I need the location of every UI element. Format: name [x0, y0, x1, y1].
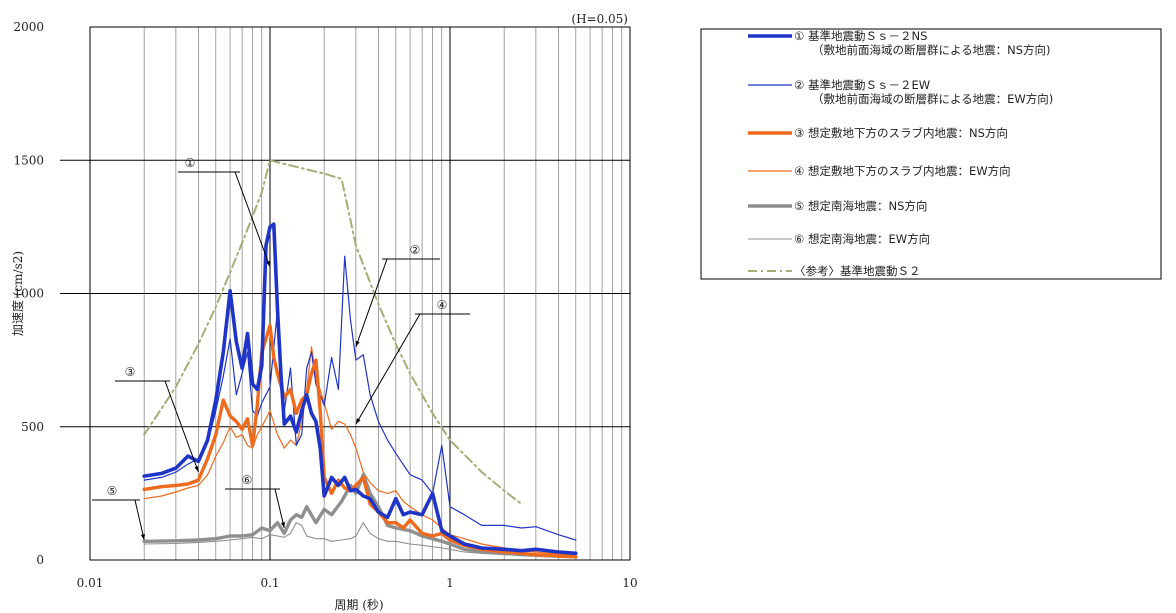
legend-sublabel-s2: （敷地前面海域の断層群による地震：EW方向): [812, 92, 1053, 106]
y-tick-label: 2000: [13, 20, 44, 34]
legend-box: [700, 28, 1162, 280]
callout-label: ①: [185, 156, 196, 170]
x-tick-label: 0.1: [260, 576, 279, 590]
y-tick-label: 1000: [13, 287, 44, 301]
series-line-s6: [143, 522, 577, 558]
callout-label: ②: [410, 243, 421, 257]
callout-arrowhead: [280, 522, 285, 529]
callout-arrowhead: [140, 534, 145, 541]
series-line-s2: [143, 255, 577, 541]
y-axis-label: 加速度 (cm/s2): [10, 251, 25, 336]
damping-annotation: (H=0.05): [571, 12, 628, 26]
callout-leader: [355, 313, 421, 425]
series-line-s3: [142, 323, 578, 559]
legend-label-s6: ⑥ 想定南海地震：EW方向: [794, 232, 930, 246]
callout-leader: [234, 171, 271, 268]
legend-label-s3: ③ 想定敷地下方のスラブ内地震：NS方向: [794, 126, 1008, 140]
y-tick-label: 500: [21, 420, 44, 434]
series-line-s5: [142, 473, 578, 559]
callout-arrowhead: [355, 340, 360, 347]
plot-frame: [89, 26, 631, 561]
callouts-layer: ① ② ③ ④ ⑤ ⑥: [92, 156, 470, 541]
callout-label: ⑤: [107, 484, 118, 498]
series-layer: [142, 159, 578, 559]
legend-label-s4: ④ 想定敷地下方のスラブ内地震：EW方向: [794, 164, 1011, 178]
callout-label: ⑥: [242, 473, 253, 487]
callout-leader: [355, 258, 388, 347]
tick-labels: 0 500 1000 1500 2000 0.01 0.1 1 10: [13, 20, 637, 590]
callout-leader: [274, 488, 285, 529]
y-tick-label: 1500: [13, 153, 44, 167]
y-tick-label: 0: [36, 553, 44, 567]
callout-label: ③: [125, 365, 136, 379]
callout-label: ④: [437, 298, 448, 312]
series-line-s1: [142, 222, 578, 556]
legend-label-s1: ① 基準地震動Ｓｓ－２NS: [794, 29, 927, 43]
legend: ① 基準地震動Ｓｓ－２NS（敷地前面海域の断層群による地震：NS方向) ② 基準地…: [700, 28, 1162, 280]
legend-label-s2: ② 基準地震動Ｓｓ－２EW: [794, 78, 930, 92]
series-line-s7: [143, 159, 523, 505]
legend-sublabel-s1: （敷地前面海域の断層群による地震：NS方向): [812, 43, 1051, 57]
callout-arrowhead: [194, 466, 199, 473]
x-axis-label: 周期 (秒): [334, 598, 383, 612]
callout-arrowhead: [266, 260, 270, 267]
x-tick-label: 10: [622, 576, 637, 590]
callout-arrowhead: [355, 418, 361, 425]
callout-leader: [134, 499, 145, 541]
legend-label-s5: ⑤ 想定南海地震：NS方向: [794, 199, 927, 213]
callout-leader: [164, 380, 199, 473]
legend-label-s7: 〈参考〉基準地震動Ｓ２: [794, 264, 921, 278]
grid: [60, 27, 630, 560]
x-tick-label: 1: [446, 576, 454, 590]
x-tick-label: 0.01: [77, 576, 104, 590]
